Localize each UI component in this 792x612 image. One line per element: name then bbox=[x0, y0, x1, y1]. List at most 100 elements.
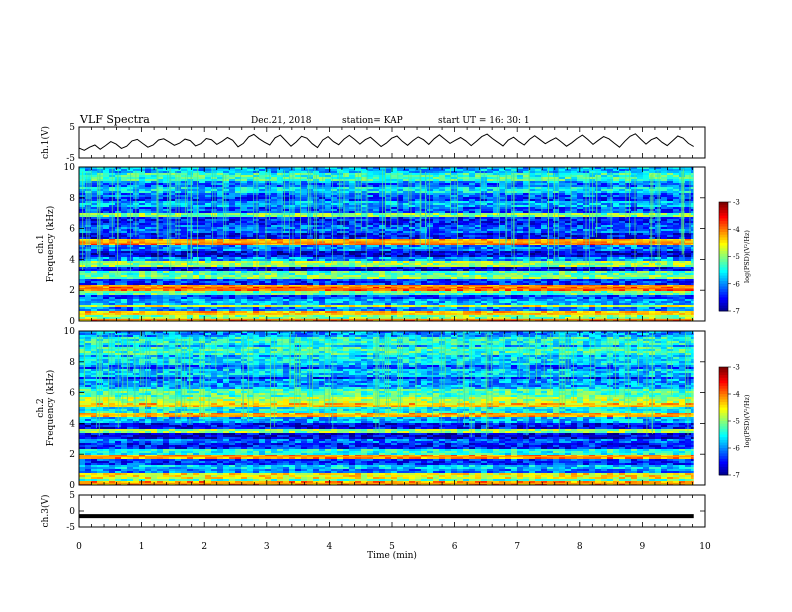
panel-1-cell bbox=[433, 201, 440, 204]
panel-1-cell bbox=[403, 187, 410, 190]
panel-1-cell bbox=[421, 193, 428, 196]
panel-1-cell bbox=[415, 181, 422, 184]
panel-1-cell bbox=[667, 239, 674, 242]
panel-1-cell bbox=[427, 245, 434, 248]
panel-1-cell bbox=[637, 167, 644, 170]
panel-1-cell bbox=[157, 249, 164, 252]
panel-1-cell bbox=[559, 197, 566, 200]
panel-1-cell bbox=[325, 231, 332, 234]
panel-1-cell bbox=[325, 247, 332, 250]
panel-1-cell bbox=[349, 221, 356, 224]
panel-1-cell bbox=[553, 181, 560, 184]
panel-1-cell bbox=[565, 171, 572, 174]
panel-1-cell bbox=[691, 187, 695, 190]
panel-1-cell bbox=[79, 217, 86, 220]
panel-1-cell bbox=[277, 189, 284, 192]
panel-1-cell bbox=[415, 223, 422, 226]
panel-1-cell bbox=[463, 231, 470, 234]
panel-1-cell bbox=[235, 233, 242, 236]
panel-1-cell bbox=[637, 243, 644, 246]
panel-1-cell bbox=[349, 255, 356, 258]
panel-1-cell bbox=[505, 203, 512, 206]
panel-1-cell bbox=[229, 193, 236, 196]
panel-1-cell bbox=[343, 259, 350, 262]
panel-1-cell bbox=[277, 247, 284, 250]
panel-1-cell bbox=[571, 223, 578, 226]
panel-1-cell bbox=[205, 195, 212, 198]
panel-1-cell bbox=[241, 223, 248, 226]
panel-1-cell bbox=[217, 227, 224, 230]
panel-1-cell bbox=[319, 259, 326, 262]
panel-1-cell bbox=[301, 259, 308, 262]
panel-1-cell bbox=[193, 197, 200, 200]
panel-1-cell bbox=[193, 181, 200, 184]
panel-1-cell bbox=[685, 193, 692, 196]
panel-1-cell bbox=[253, 181, 260, 184]
panel-1-cell bbox=[145, 237, 152, 240]
panel-1-cell bbox=[601, 253, 608, 256]
panel-1-cell bbox=[199, 217, 206, 220]
panel-1-cell bbox=[181, 257, 188, 260]
panel-1-cell bbox=[289, 181, 296, 184]
panel-1-cell bbox=[559, 217, 566, 220]
panel-1-cell bbox=[103, 251, 110, 254]
panel-1-cell bbox=[505, 209, 512, 212]
panel-1-cell bbox=[253, 199, 260, 202]
panel-1-cell bbox=[121, 223, 128, 226]
panel-1-cell bbox=[625, 205, 632, 208]
panel-1-cell bbox=[127, 223, 134, 226]
panel-1-cell bbox=[619, 219, 626, 222]
panel-1-cell bbox=[277, 169, 284, 172]
panel-1-cell bbox=[529, 243, 536, 246]
panel-1-cell bbox=[553, 189, 560, 192]
panel-1-cell bbox=[91, 235, 98, 238]
panel-1-cell bbox=[253, 197, 260, 200]
panel-1-cell bbox=[403, 253, 410, 256]
panel-1-cell bbox=[199, 185, 206, 188]
panel-1-cell bbox=[565, 221, 572, 224]
panel-1-cell bbox=[685, 177, 692, 180]
panel-1-cell bbox=[163, 239, 170, 242]
panel-1-cell bbox=[601, 247, 608, 250]
panel-1-cell bbox=[565, 255, 572, 258]
panel-1-cell bbox=[619, 245, 626, 248]
panel-1-cell bbox=[319, 251, 326, 254]
panel-1-cell bbox=[79, 251, 86, 254]
panel-1-cell bbox=[559, 207, 566, 210]
panel-1-cell bbox=[247, 233, 254, 236]
panel-1-cell bbox=[565, 175, 572, 178]
panel-1-cell bbox=[175, 203, 182, 206]
panel-1-cell bbox=[199, 191, 206, 194]
panel-1-cell bbox=[295, 225, 302, 228]
panel-1-cell bbox=[451, 169, 458, 172]
panel-1-cell bbox=[493, 233, 500, 236]
panel-1-cell bbox=[151, 211, 158, 214]
panel-1-cell bbox=[457, 193, 464, 196]
panel-1-cell bbox=[523, 243, 530, 246]
panel-1-cell bbox=[187, 177, 194, 180]
panel-1-cell bbox=[283, 187, 290, 190]
panel-1-cell bbox=[595, 169, 602, 172]
panel-1-cell bbox=[427, 249, 434, 252]
panel-1-cell bbox=[121, 193, 128, 196]
panel-1-cell bbox=[469, 191, 476, 194]
panel-1-cell bbox=[613, 213, 620, 216]
panel-1-cell bbox=[415, 213, 422, 216]
panel-1-cell bbox=[103, 193, 110, 196]
panel-1-cell bbox=[463, 259, 470, 262]
panel-1-cell bbox=[91, 219, 98, 222]
panel-1-cell bbox=[271, 175, 278, 178]
panel-1-cell bbox=[463, 235, 470, 238]
panel-1-cell bbox=[691, 203, 695, 206]
panel-1-cell bbox=[529, 179, 536, 182]
panel-1-cell bbox=[355, 257, 362, 260]
panel-1-cell bbox=[487, 211, 494, 214]
panel-1-cell bbox=[205, 177, 212, 180]
panel-1-cell bbox=[283, 177, 290, 180]
panel-1-cell bbox=[151, 237, 158, 240]
panel-1-cell bbox=[145, 173, 152, 176]
panel-1-cell bbox=[631, 229, 638, 232]
panel-1-cell bbox=[133, 245, 140, 248]
panel-1-cell bbox=[199, 171, 206, 174]
panel-1-cell bbox=[547, 227, 554, 230]
